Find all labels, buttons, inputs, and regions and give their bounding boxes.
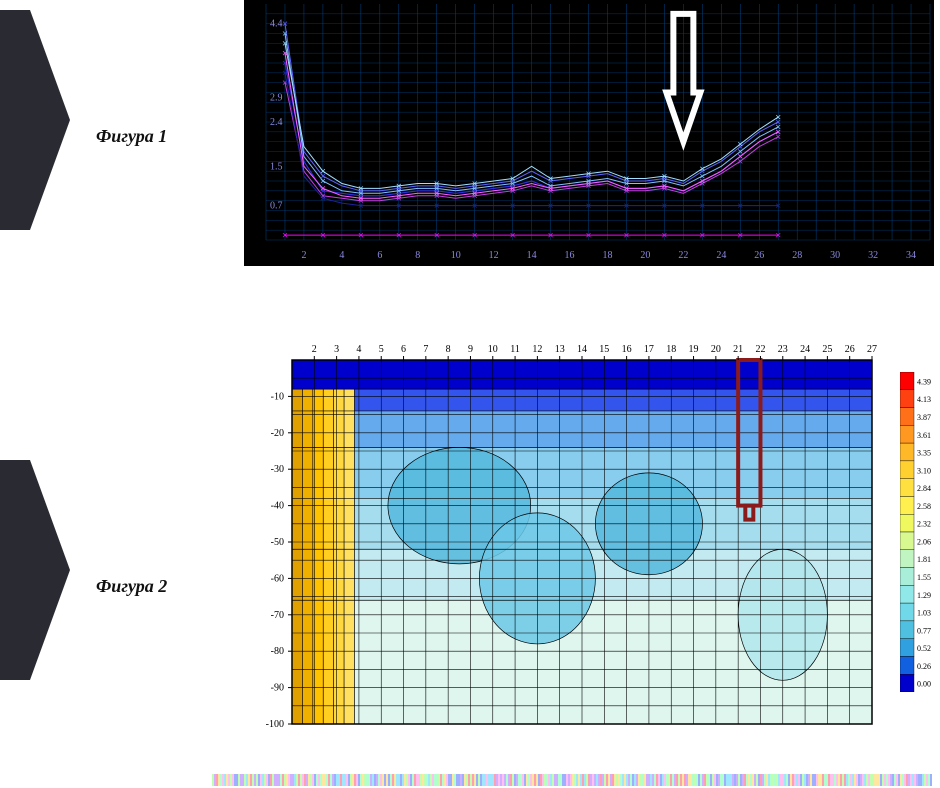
- svg-text:4.13: 4.13: [917, 395, 931, 404]
- figure1-chart: 2468101214161820222426283032340.71.52.42…: [244, 0, 934, 266]
- svg-text:19: 19: [689, 344, 699, 355]
- svg-text:9: 9: [468, 344, 473, 355]
- svg-text:0.00: 0.00: [917, 680, 931, 689]
- svg-text:17: 17: [644, 344, 654, 355]
- svg-text:-50: -50: [271, 537, 284, 548]
- svg-text:-70: -70: [271, 610, 284, 621]
- figure2-label: Фигура 2: [96, 576, 167, 597]
- svg-text:-60: -60: [271, 573, 284, 584]
- svg-text:3.35: 3.35: [917, 449, 931, 458]
- svg-text:24: 24: [716, 250, 726, 261]
- page: Фигура 1 Фигура 2 2468101214161820222426…: [0, 0, 940, 788]
- svg-text:2.4: 2.4: [270, 117, 283, 128]
- svg-text:2.32: 2.32: [917, 520, 931, 529]
- svg-text:18: 18: [602, 250, 612, 261]
- decor-pentagon-2: [0, 460, 70, 680]
- svg-text:4: 4: [339, 250, 344, 261]
- svg-text:26: 26: [845, 344, 855, 355]
- svg-text:21: 21: [733, 344, 743, 355]
- svg-text:10: 10: [451, 250, 461, 261]
- svg-text:-80: -80: [271, 646, 284, 657]
- svg-text:20: 20: [711, 344, 721, 355]
- noise-bar: [212, 774, 932, 786]
- svg-text:3.61: 3.61: [917, 431, 931, 440]
- figure1-label: Фигура 1: [96, 126, 167, 147]
- svg-text:2.9: 2.9: [270, 92, 283, 103]
- svg-text:0.26: 0.26: [917, 662, 931, 671]
- svg-text:4.39: 4.39: [917, 377, 931, 386]
- svg-text:3.87: 3.87: [917, 413, 931, 422]
- svg-text:26: 26: [754, 250, 764, 261]
- svg-text:24: 24: [800, 344, 810, 355]
- svg-text:22: 22: [755, 344, 765, 355]
- svg-text:4: 4: [356, 344, 361, 355]
- svg-text:-40: -40: [271, 501, 284, 512]
- svg-text:27: 27: [867, 344, 877, 355]
- svg-text:34: 34: [906, 250, 916, 261]
- svg-text:8: 8: [415, 250, 420, 261]
- svg-text:13: 13: [555, 344, 565, 355]
- svg-text:0.7: 0.7: [270, 201, 283, 212]
- svg-text:14: 14: [527, 250, 537, 261]
- figure2-chart: 2345678910111213141516171819202122232425…: [244, 330, 884, 750]
- svg-text:11: 11: [510, 344, 520, 355]
- svg-text:-100: -100: [266, 719, 284, 730]
- svg-text:7: 7: [423, 344, 428, 355]
- svg-text:30: 30: [830, 250, 840, 261]
- svg-text:32: 32: [868, 250, 878, 261]
- svg-text:12: 12: [489, 250, 499, 261]
- svg-text:10: 10: [488, 344, 498, 355]
- svg-text:1.55: 1.55: [917, 573, 931, 582]
- svg-text:2.58: 2.58: [917, 502, 931, 511]
- svg-text:0.77: 0.77: [917, 626, 931, 635]
- figure2-colorbar: 4.39 4.13 3.87 3.61 3.35 3.10 2.84 2.58 2.32 2.06…: [900, 372, 936, 692]
- svg-text:12: 12: [532, 344, 542, 355]
- svg-text:16: 16: [565, 250, 575, 261]
- decor-pentagon-1: [0, 10, 70, 230]
- svg-text:2: 2: [312, 344, 317, 355]
- svg-text:22: 22: [678, 250, 688, 261]
- svg-text:1.5: 1.5: [270, 161, 283, 172]
- svg-text:15: 15: [599, 344, 609, 355]
- svg-text:-30: -30: [271, 464, 284, 475]
- svg-text:6: 6: [377, 250, 382, 261]
- svg-text:-90: -90: [271, 683, 284, 694]
- svg-text:3.10: 3.10: [917, 466, 931, 475]
- svg-text:3: 3: [334, 344, 339, 355]
- svg-text:-10: -10: [271, 391, 284, 402]
- svg-text:18: 18: [666, 344, 676, 355]
- svg-text:6: 6: [401, 344, 406, 355]
- svg-text:8: 8: [446, 344, 451, 355]
- svg-text:1.81: 1.81: [917, 555, 931, 564]
- svg-text:20: 20: [640, 250, 650, 261]
- svg-text:14: 14: [577, 344, 587, 355]
- svg-text:23: 23: [778, 344, 788, 355]
- svg-text:0.52: 0.52: [917, 644, 931, 653]
- svg-text:4.4: 4.4: [270, 19, 283, 30]
- svg-text:-20: -20: [271, 428, 284, 439]
- svg-text:5: 5: [379, 344, 384, 355]
- svg-text:2.84: 2.84: [917, 484, 931, 493]
- svg-text:16: 16: [622, 344, 632, 355]
- svg-text:28: 28: [792, 250, 802, 261]
- svg-text:25: 25: [822, 344, 832, 355]
- svg-text:2: 2: [301, 250, 306, 261]
- svg-text:1.03: 1.03: [917, 609, 931, 618]
- svg-text:1.29: 1.29: [917, 591, 931, 600]
- svg-text:2.06: 2.06: [917, 537, 931, 546]
